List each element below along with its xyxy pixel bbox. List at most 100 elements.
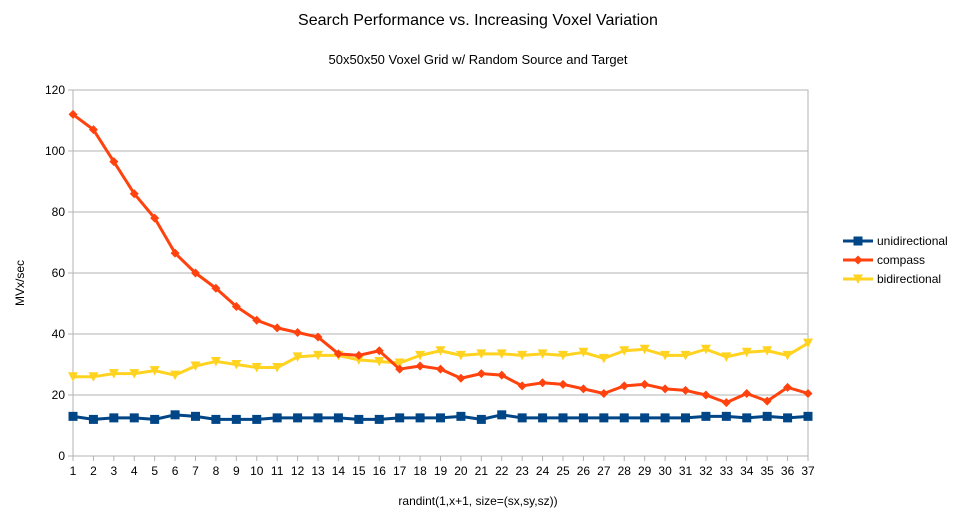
x-tick-label: 3	[110, 464, 117, 478]
legend-item-bidirectional: bidirectional	[843, 272, 941, 286]
data-point-compass	[191, 268, 200, 278]
data-point-unidirectional	[211, 414, 221, 424]
data-point-bidirectional	[700, 344, 711, 355]
x-tick-label: 34	[740, 464, 754, 478]
data-point-bidirectional	[558, 350, 568, 361]
x-tick-label: 13	[311, 464, 325, 478]
data-point-unidirectional	[129, 413, 139, 423]
data-point-bidirectional	[639, 344, 650, 355]
data-point-bidirectional	[578, 347, 589, 358]
y-tick-label: 100	[45, 144, 65, 158]
data-point-bidirectional	[680, 350, 691, 361]
x-tick-label: 36	[781, 464, 795, 478]
data-point-compass	[68, 109, 78, 119]
x-tick-label: 16	[373, 464, 387, 478]
y-tick-label: 40	[52, 327, 66, 341]
data-point-bidirectional	[68, 372, 78, 382]
x-tick-label: 35	[760, 464, 774, 478]
data-point-compass	[252, 315, 262, 325]
data-point-compass	[374, 346, 384, 356]
data-point-unidirectional	[436, 413, 445, 423]
x-tick-label: 10	[250, 464, 264, 478]
data-point-unidirectional	[640, 413, 650, 423]
data-point-compass	[456, 373, 466, 383]
legend: unidirectional compass bidirectional	[843, 234, 948, 286]
data-point-compass	[129, 189, 139, 199]
data-point-unidirectional	[538, 413, 548, 423]
x-tick-label: 6	[172, 464, 179, 478]
legend-item-unidirectional: unidirectional	[843, 234, 948, 248]
data-point-bidirectional	[660, 350, 671, 361]
legend-marker	[853, 255, 863, 265]
data-point-unidirectional	[456, 411, 466, 421]
data-point-bidirectional	[394, 358, 405, 368]
data-point-unidirectional	[681, 413, 690, 423]
series-unidirectional	[68, 410, 813, 424]
data-point-compass	[783, 382, 793, 392]
x-tick-label: 18	[413, 464, 427, 478]
data-point-unidirectional	[333, 413, 343, 423]
data-point-unidirectional	[252, 414, 262, 424]
y-tick-label: 0	[58, 449, 65, 463]
data-point-unidirectional	[374, 414, 384, 424]
data-point-bidirectional	[170, 370, 181, 381]
data-point-compass	[313, 332, 323, 342]
data-point-unidirectional	[578, 413, 588, 423]
x-tick-label: 22	[495, 464, 509, 478]
data-point-compass	[293, 327, 303, 337]
data-point-bidirectional	[476, 349, 487, 359]
data-point-compass	[436, 364, 445, 374]
data-point-unidirectional	[313, 413, 323, 423]
data-point-unidirectional	[68, 411, 78, 421]
data-point-compass	[578, 384, 588, 394]
data-point-unidirectional	[415, 413, 425, 423]
data-point-bidirectional	[435, 346, 446, 356]
y-tick-label: 20	[52, 388, 66, 402]
data-point-compass	[150, 213, 160, 223]
x-tick-label: 4	[131, 464, 138, 478]
data-point-unidirectional	[517, 413, 527, 423]
legend-marker	[853, 236, 863, 246]
data-point-unidirectional	[783, 413, 793, 423]
data-point-compass	[211, 283, 221, 293]
x-tick-label: 8	[213, 464, 220, 478]
legend-label: compass	[877, 253, 925, 267]
x-tick-label: 14	[332, 464, 346, 478]
x-tick-label: 28	[618, 464, 632, 478]
data-point-compass	[619, 381, 629, 391]
x-tick-label: 33	[720, 464, 734, 478]
x-tick-label: 29	[638, 464, 652, 478]
y-tick-label: 60	[52, 266, 66, 280]
data-point-unidirectional	[497, 410, 507, 420]
data-point-unidirectional	[558, 413, 568, 423]
data-point-bidirectional	[496, 349, 507, 359]
data-point-bidirectional	[313, 350, 323, 361]
data-point-compass	[497, 370, 507, 380]
data-point-bidirectional	[272, 363, 283, 373]
data-point-compass	[333, 349, 343, 359]
data-point-unidirectional	[354, 414, 364, 424]
x-tick-label: 23	[515, 464, 529, 478]
data-point-compass	[88, 125, 98, 135]
x-tick-label: 11	[271, 464, 284, 478]
data-point-unidirectional	[721, 411, 731, 421]
data-point-compass	[354, 350, 364, 360]
x-tick-label: 32	[699, 464, 713, 478]
x-tick-label: 5	[151, 464, 158, 478]
data-point-unidirectional	[170, 410, 180, 420]
data-point-unidirectional	[293, 413, 303, 423]
chart-title: Search Performance vs. Increasing Voxel …	[298, 12, 658, 29]
x-tick-label: 7	[192, 464, 199, 478]
data-point-bidirectional	[292, 352, 303, 362]
data-point-unidirectional	[395, 413, 405, 423]
x-tick-label: 9	[233, 464, 240, 478]
data-point-compass	[476, 369, 486, 379]
data-point-compass	[762, 396, 772, 406]
legend-item-compass: compass	[843, 253, 925, 267]
data-point-bidirectional	[129, 369, 140, 379]
data-point-compass	[681, 385, 690, 395]
x-tick-label: 17	[393, 464, 407, 478]
x-tick-label: 2	[90, 464, 97, 478]
x-tick-label: 26	[577, 464, 591, 478]
